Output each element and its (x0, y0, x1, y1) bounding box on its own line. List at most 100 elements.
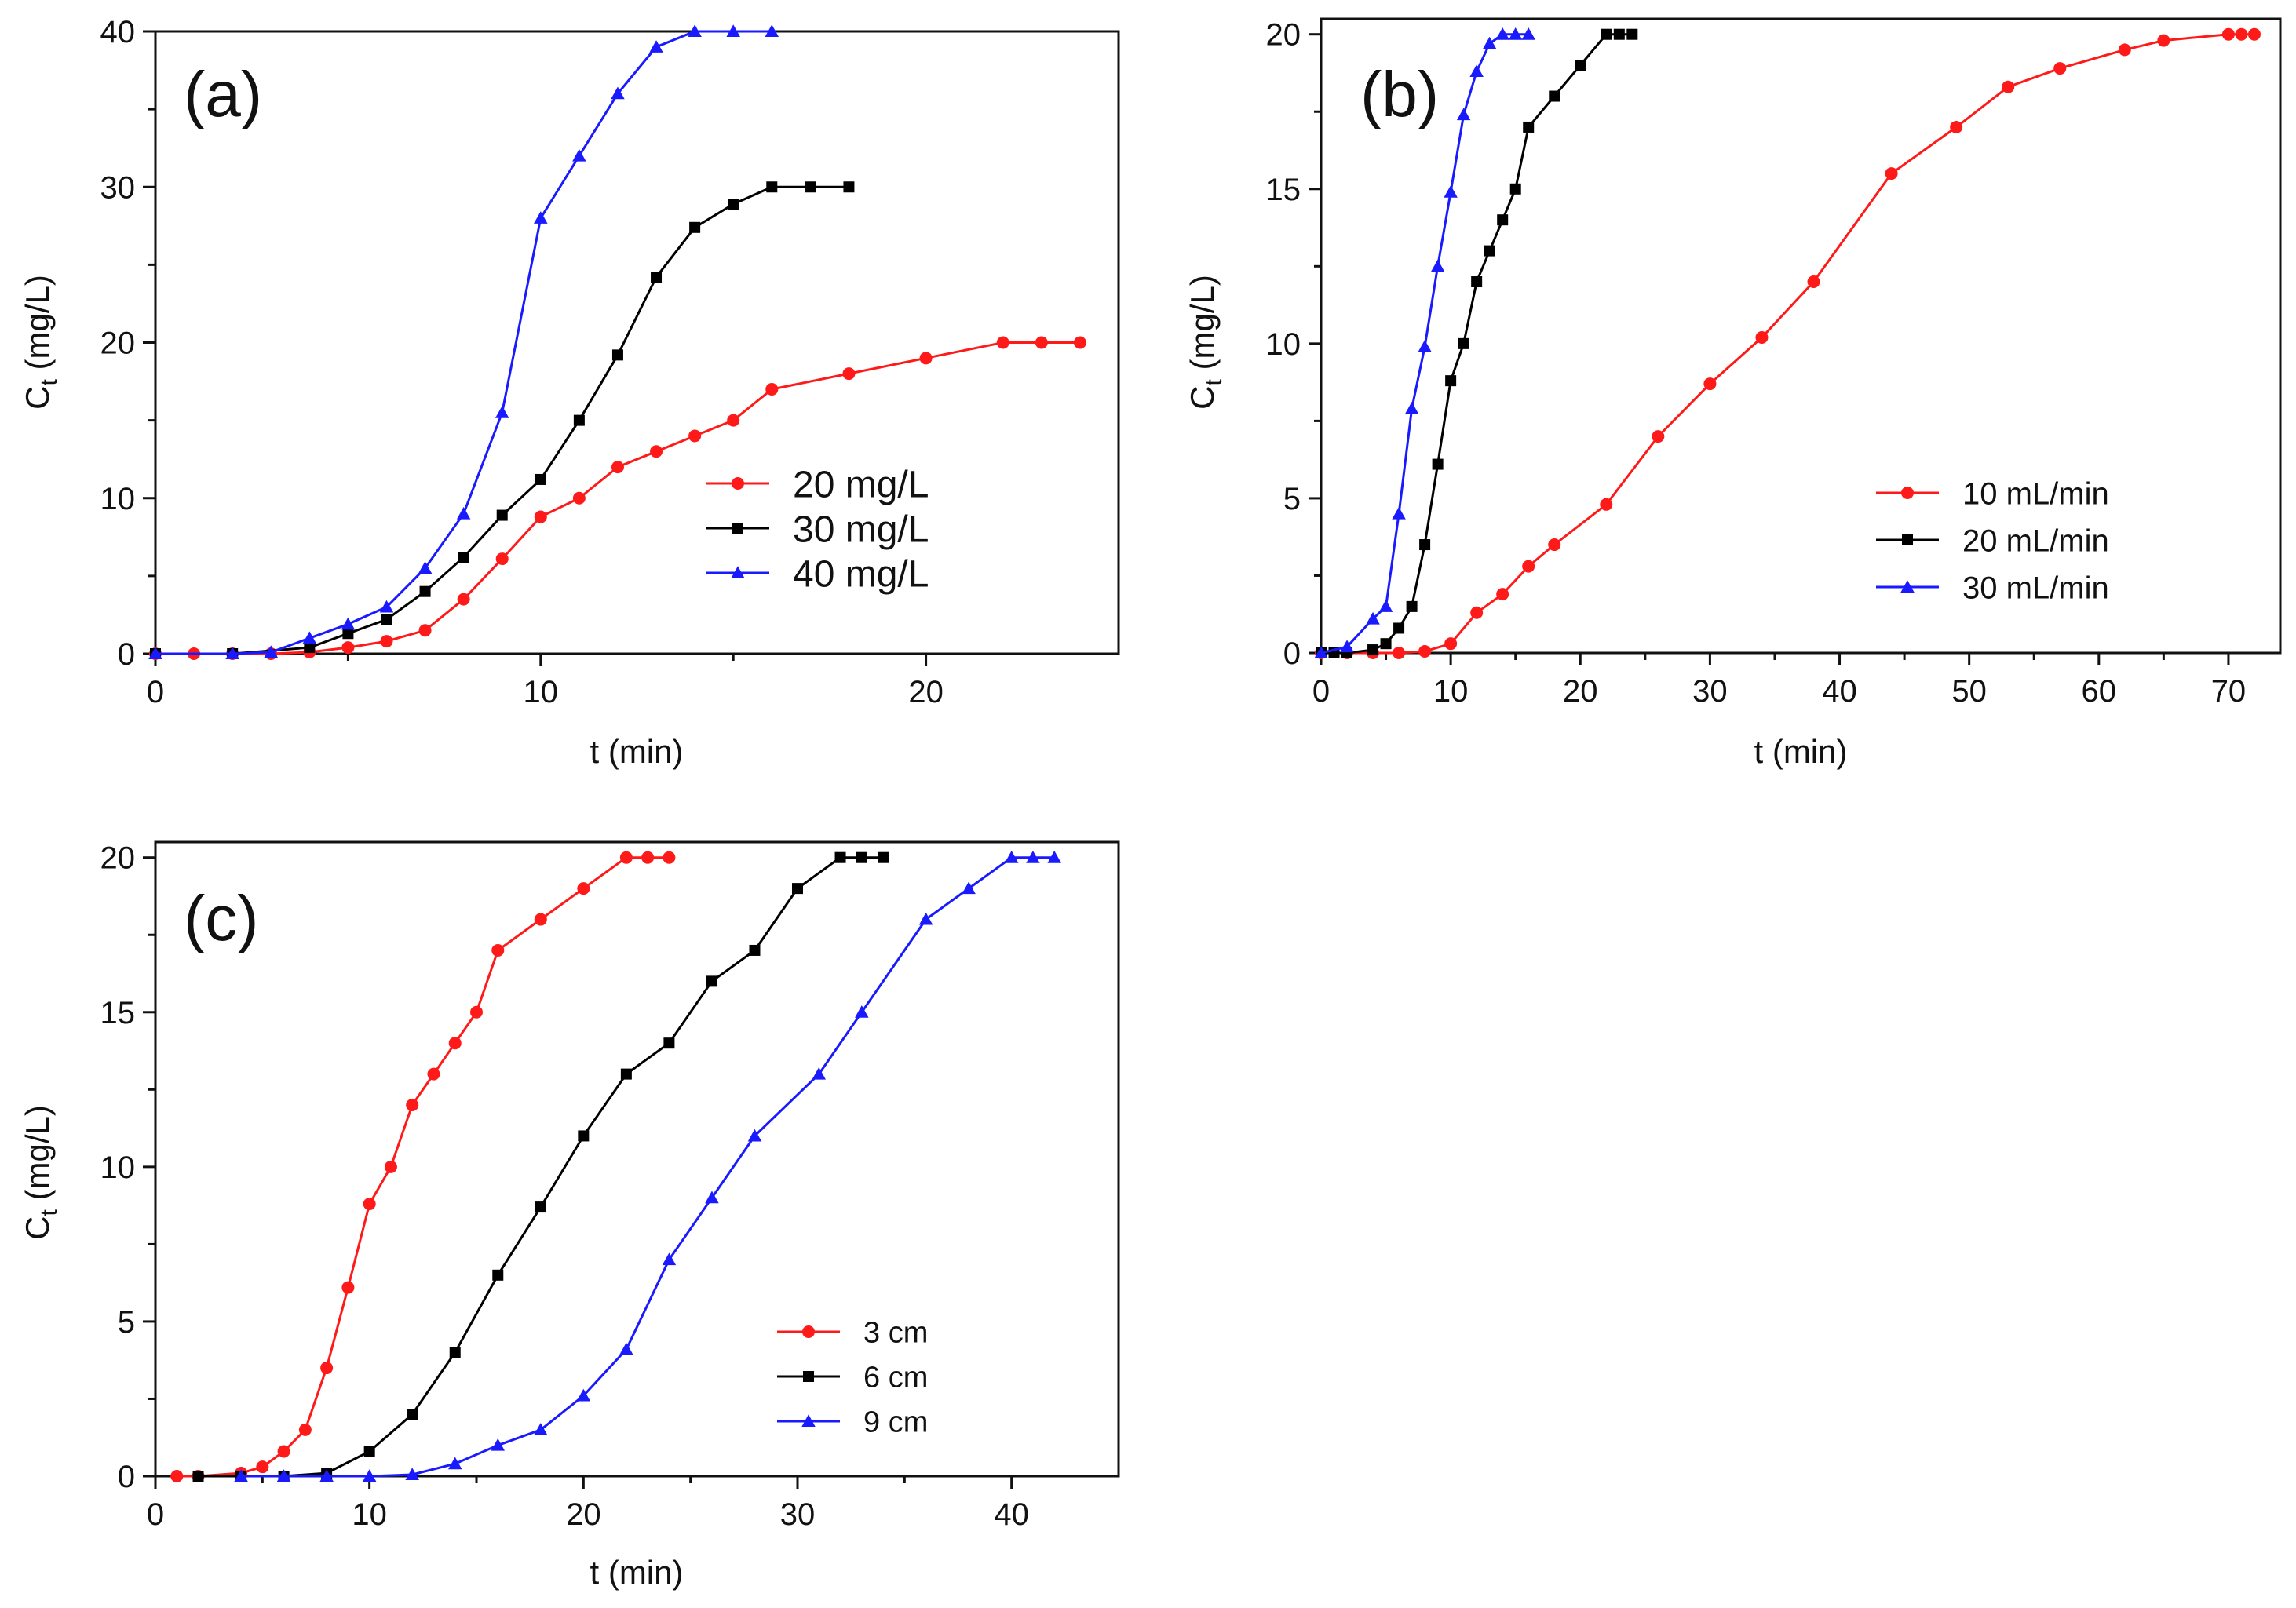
data-point-c-2 (619, 1342, 633, 1355)
y-tick-label-b: 15 (1266, 173, 1301, 207)
data-point-b-2 (1314, 646, 1328, 658)
data-point-b-1 (1613, 28, 1625, 40)
data-point-b-1 (1380, 638, 1392, 650)
data-point-b-2 (1404, 401, 1419, 414)
plot-frame-a (154, 30, 1120, 655)
data-point-b-1 (1393, 622, 1405, 634)
data-point-a-1 (766, 181, 778, 193)
data-point-c-1 (407, 1409, 418, 1420)
y-tick-label-a: 40 (100, 15, 136, 49)
data-point-c-2 (812, 1067, 827, 1080)
legend-marker-a-1 (732, 523, 743, 534)
x-axis-label-c: t (min) (590, 1554, 684, 1591)
data-point-c-1 (620, 1068, 632, 1080)
chart-panel-b: 0 10 20 30 40 50 60 70 0 5 10 15 20 (b) t (min) Ct (… (1184, 17, 2282, 770)
data-point-b-0 (1950, 120, 1963, 133)
data-point-a-1 (458, 552, 469, 563)
x-tick-label-b: 40 (1822, 674, 1857, 709)
data-point-b-1 (1523, 121, 1535, 133)
plot-frame-b (1320, 17, 2282, 655)
data-point-c-1 (192, 1471, 204, 1482)
data-point-a-0 (688, 429, 702, 443)
data-point-b-0 (1548, 538, 1561, 552)
data-point-c-0 (448, 1037, 462, 1050)
data-point-c-2 (576, 1388, 591, 1402)
data-point-c-2 (918, 912, 933, 925)
data-point-c-0 (663, 851, 676, 864)
data-point-c-2 (705, 1191, 719, 1204)
legend-marker-c-1 (803, 1371, 814, 1382)
data-point-c-2 (1026, 850, 1040, 863)
data-point-b-0 (2118, 43, 2131, 57)
data-point-c-2 (447, 1457, 462, 1470)
data-point-a-2 (148, 647, 162, 659)
legend-marker-b-1 (1902, 534, 1913, 545)
data-point-b-1 (1601, 28, 1612, 40)
data-point-c-0 (577, 882, 590, 895)
y-tick-label-b: 10 (1266, 327, 1301, 362)
x-tick-label-b: 20 (1563, 674, 1598, 709)
data-point-b-1 (1406, 600, 1418, 612)
data-point-c-2 (747, 1129, 762, 1142)
ticks-a: 0 10 20 0 10 20 30 40 (100, 15, 944, 709)
data-point-b-2 (1521, 27, 1535, 40)
x-axis-label-b: t (min) (1754, 733, 1848, 770)
series-line-c-2 (241, 856, 1055, 1478)
data-point-b-0 (2157, 34, 2170, 47)
data-point-b-0 (1522, 560, 1535, 573)
data-point-b-1 (1445, 375, 1457, 387)
x-tick-label-c: 20 (566, 1497, 601, 1532)
data-point-b-2 (1469, 64, 1484, 78)
data-point-a-2 (302, 631, 317, 644)
data-point-a-0 (611, 461, 624, 474)
x-tick-label-b: 30 (1692, 674, 1728, 709)
series-b (1314, 27, 2261, 659)
data-point-b-0 (2221, 27, 2235, 41)
y-axis-label-b: Ct (mg/L) (1184, 275, 1227, 410)
legend-label-c-0: 3 cm (863, 1317, 928, 1350)
y-axis-label-a: Ct (mg/L) (19, 275, 62, 410)
y-axis-label-sub-b: t (1201, 379, 1227, 386)
data-point-b-1 (1419, 539, 1431, 551)
y-tick-label-a: 20 (100, 326, 136, 361)
data-point-b-1 (1484, 245, 1495, 257)
data-point-a-2 (649, 40, 663, 53)
data-point-a-0 (996, 336, 1009, 349)
legend-label-b-1: 20 mL/min (1962, 523, 2109, 558)
data-point-b-1 (1497, 214, 1509, 226)
data-point-a-1 (496, 509, 508, 521)
y-axis-label-sub-c: t (36, 1209, 62, 1216)
data-point-a-0 (650, 445, 663, 458)
data-point-b-0 (1393, 647, 1406, 659)
data-point-b-0 (1470, 606, 1484, 619)
data-point-a-1 (419, 585, 431, 597)
x-tick-label-b: 0 (1312, 674, 1330, 709)
x-axis-label-a: t (min) (590, 733, 684, 770)
data-point-b-2 (1340, 640, 1354, 653)
data-point-b-2 (1378, 600, 1393, 612)
data-point-a-2 (726, 24, 740, 37)
legend-marker-c-0 (802, 1325, 815, 1338)
data-point-b-2 (1430, 259, 1445, 272)
x-tick-label-b: 50 (1951, 674, 1987, 709)
x-tick-label-c: 40 (994, 1497, 1029, 1532)
data-point-a-1 (728, 199, 739, 210)
y-axis-label-main-a: C (19, 386, 56, 410)
data-point-b-0 (2235, 27, 2248, 41)
y-tick-label-c: 5 (118, 1305, 135, 1340)
data-point-c-2 (491, 1438, 506, 1451)
x-tick-label-a: 0 (147, 675, 164, 709)
legend-label-a-2: 40 mg/L (793, 553, 929, 595)
y-tick-label-c: 0 (118, 1460, 135, 1494)
data-point-a-0 (919, 352, 933, 365)
data-point-c-0 (384, 1160, 397, 1173)
data-point-b-1 (1626, 28, 1638, 40)
data-point-a-2 (534, 211, 548, 224)
legend-label-b-0: 10 mL/min (1962, 476, 2109, 511)
data-point-c-0 (427, 1067, 440, 1081)
data-point-b-1 (1432, 458, 1444, 470)
data-point-c-1 (663, 1037, 675, 1049)
data-point-b-2 (1418, 340, 1432, 352)
data-point-c-0 (256, 1460, 269, 1474)
